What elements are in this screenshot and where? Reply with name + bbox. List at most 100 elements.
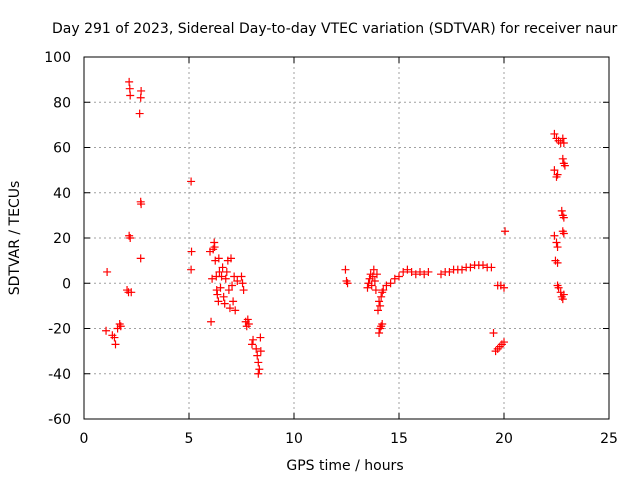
data-point: [559, 213, 568, 222]
data-point: [219, 292, 228, 301]
data-point: [560, 161, 569, 170]
data-point: [125, 84, 134, 93]
data-point: [370, 276, 379, 285]
y-tick-label: 40: [53, 186, 71, 202]
data-point: [558, 134, 567, 143]
data-point: [229, 297, 238, 306]
data-point: [559, 229, 568, 238]
data-point: [407, 267, 416, 276]
data-point: [458, 265, 466, 274]
data-point: [377, 292, 386, 301]
data-point: [375, 329, 384, 338]
data-point: [368, 272, 377, 281]
data-point: [215, 267, 224, 276]
data-point: [187, 265, 196, 274]
y-tick-label: -40: [48, 367, 71, 383]
axes: [83, 56, 610, 420]
y-tick-label: -20: [48, 322, 71, 338]
data-point: [386, 279, 395, 288]
data-point: [550, 166, 559, 175]
data-point: [244, 319, 253, 328]
chart-title: Day 291 of 2023, Sidereal Day-to-day VTE…: [52, 21, 618, 37]
data-point: [136, 93, 145, 102]
data-point: [390, 274, 399, 283]
y-tick-label: 100: [44, 50, 71, 66]
data-point: [218, 263, 227, 272]
data-point: [466, 263, 475, 272]
data-point: [550, 129, 559, 138]
data-point: [213, 290, 222, 299]
x-tick-label: 10: [285, 431, 303, 447]
data-point: [111, 340, 120, 349]
data-point: [367, 281, 376, 290]
data-point: [363, 283, 372, 292]
data-point: [254, 369, 263, 378]
data-point: [110, 333, 119, 342]
data-point: [376, 301, 385, 310]
data-point: [207, 317, 216, 326]
data-point: [116, 322, 125, 331]
data-point: [559, 138, 568, 147]
x-axis-label: GPS time / hours: [286, 458, 403, 474]
data-point: [256, 347, 265, 356]
data-point: [553, 258, 562, 267]
data-point: [137, 200, 146, 209]
data-point: [374, 306, 382, 315]
data-point: [208, 274, 217, 283]
data-point: [214, 297, 223, 306]
data-point: [238, 279, 247, 288]
y-axis-label: SDTVAR / TECUs: [7, 181, 23, 296]
data-point: [210, 243, 219, 252]
data-point: [559, 290, 568, 299]
data-point: [395, 272, 403, 281]
data-point: [254, 358, 263, 367]
data-point: [217, 272, 226, 281]
y-tick-label: 80: [53, 95, 71, 111]
data-point: [224, 286, 233, 295]
data-point: [239, 286, 248, 295]
data-point: [479, 261, 487, 270]
data-point: [552, 238, 561, 247]
data-point: [231, 306, 240, 315]
y-tick-label: 20: [53, 231, 71, 247]
data-point: [557, 206, 566, 215]
data-point: [379, 286, 388, 295]
data-point: [554, 283, 563, 292]
data-point: [222, 267, 231, 276]
data-point: [187, 247, 196, 256]
data-point: [137, 86, 146, 95]
x-tick-label: 25: [600, 431, 618, 447]
data-point: [558, 295, 567, 304]
data-point: [489, 329, 498, 338]
data-point: [216, 283, 225, 292]
x-tick-label: 5: [185, 431, 194, 447]
data-points: [102, 77, 569, 378]
data-point: [403, 265, 412, 274]
data-point: [249, 335, 258, 344]
data-point: [371, 286, 380, 295]
data-point: [558, 154, 567, 163]
data-point: [382, 281, 391, 290]
data-point: [220, 299, 229, 308]
data-point: [420, 270, 429, 279]
tick-labels: 0 5 10 15 20 25 -60 -40 -20 0 20 40 60 80 100: [44, 50, 618, 447]
data-point: [225, 304, 234, 313]
data-point: [424, 267, 433, 276]
x-tick-label: 0: [80, 431, 89, 447]
y-tick-label: -60: [48, 412, 71, 428]
data-point: [343, 279, 352, 288]
data-point: [255, 365, 264, 374]
data-point: [411, 270, 420, 279]
data-point: [233, 276, 242, 285]
data-point: [500, 283, 508, 292]
data-point: [369, 265, 378, 274]
data-point: [445, 267, 454, 276]
data-point: [126, 91, 135, 100]
data-point: [127, 288, 136, 297]
data-point: [253, 351, 262, 360]
data-point: [256, 333, 265, 342]
data-point: [221, 274, 230, 283]
data-point: [227, 254, 235, 263]
data-point: [553, 243, 562, 252]
